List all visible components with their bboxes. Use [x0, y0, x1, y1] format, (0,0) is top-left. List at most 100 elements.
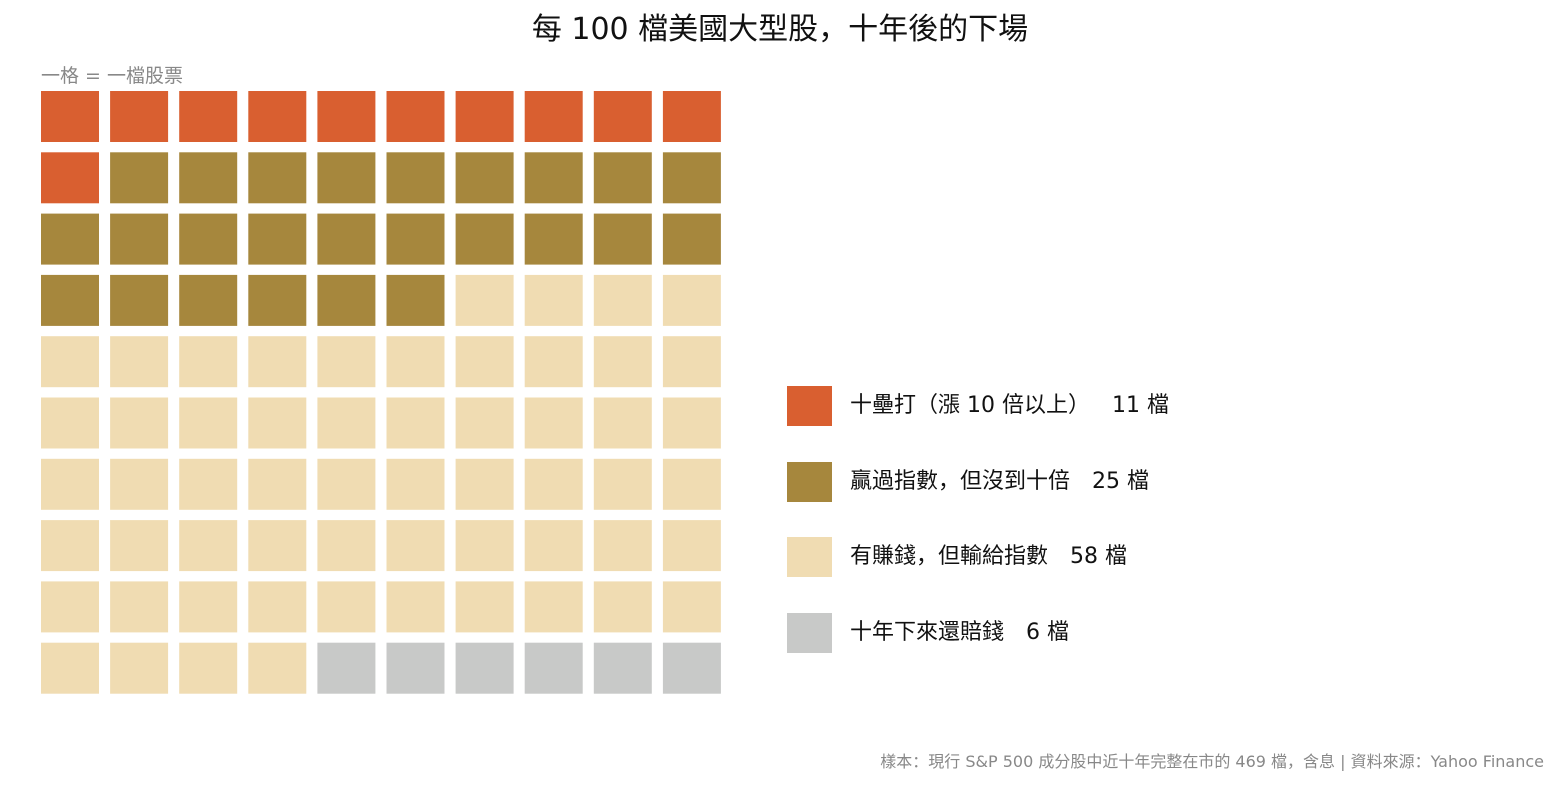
waffle-cell — [179, 397, 238, 449]
waffle-cell — [386, 642, 445, 694]
legend-label-text: 十年下來還賠錢 — [850, 620, 1005, 645]
legend-swatch — [787, 537, 832, 577]
waffle-cell — [386, 91, 445, 142]
waffle-cell — [662, 152, 721, 204]
waffle-cell — [662, 274, 721, 326]
legend-label: 有賺錢，但輸給指數 58 檔 — [850, 536, 1127, 578]
waffle-cell — [41, 336, 99, 388]
waffle-cell — [179, 213, 238, 265]
waffle-cell — [41, 213, 99, 265]
waffle-cell — [317, 581, 376, 633]
legend-item-tenbagger: 十壘打（漲 10 倍以上） 11 檔 — [787, 385, 1487, 427]
footnote: 樣本：現行 S&P 500 成分股中近十年完整在市的 469 檔，含息 | 資料… — [880, 752, 1544, 771]
waffle-cell — [593, 520, 652, 572]
waffle-cell — [593, 274, 652, 326]
waffle-cell — [110, 152, 169, 204]
waffle-cell — [662, 91, 721, 142]
waffle-cell — [593, 581, 652, 633]
legend-item-lag-index: 有賺錢，但輸給指數 58 檔 — [787, 536, 1487, 578]
legend-swatch — [787, 613, 832, 653]
waffle-cell — [455, 458, 514, 510]
waffle-cell — [248, 336, 307, 388]
legend-swatch — [787, 386, 832, 426]
waffle-cell — [41, 91, 99, 142]
waffle-cell — [455, 152, 514, 204]
waffle-cell — [386, 213, 445, 265]
waffle-cell — [593, 152, 652, 204]
waffle-cell — [455, 642, 514, 694]
waffle-cell — [593, 458, 652, 510]
waffle-cell — [41, 581, 99, 633]
waffle-cell — [386, 274, 445, 326]
waffle-cell — [179, 458, 238, 510]
legend-label-text: 贏過指數，但沒到十倍 — [850, 469, 1071, 494]
waffle-cell — [455, 213, 514, 265]
legend-label: 贏過指數，但沒到十倍 25 檔 — [850, 461, 1149, 503]
waffle-cell — [317, 642, 376, 694]
waffle-cell — [248, 520, 307, 572]
waffle-cell — [41, 152, 99, 204]
waffle-cell — [455, 581, 514, 633]
waffle-cell — [455, 397, 514, 449]
waffle-cell — [593, 91, 652, 142]
waffle-cell — [248, 213, 307, 265]
waffle-cell — [662, 397, 721, 449]
waffle-cell — [317, 213, 376, 265]
waffle-cell — [41, 642, 99, 694]
waffle-cell — [524, 336, 583, 388]
waffle-cell — [41, 397, 99, 449]
legend-count: 25 檔 — [1092, 469, 1150, 494]
waffle-cell — [248, 642, 307, 694]
waffle-cell — [110, 213, 169, 265]
waffle-cell — [110, 336, 169, 388]
waffle-cell — [248, 152, 307, 204]
waffle-cell — [248, 458, 307, 510]
waffle-cell — [593, 213, 652, 265]
waffle-cell — [662, 336, 721, 388]
waffle-cell — [110, 642, 169, 694]
waffle-cell — [317, 458, 376, 510]
waffle-cell — [524, 520, 583, 572]
waffle-cell — [455, 91, 514, 142]
waffle-cell — [386, 336, 445, 388]
waffle-cell — [524, 91, 583, 142]
waffle-cell — [179, 581, 238, 633]
waffle-cell — [593, 642, 652, 694]
unit-note: 一格 = 一檔股票 — [41, 65, 183, 87]
waffle-cell — [248, 91, 307, 142]
waffle-cell — [317, 91, 376, 142]
waffle-cell — [110, 91, 169, 142]
legend-label: 十年下來還賠錢 6 檔 — [850, 612, 1069, 654]
waffle-cell — [110, 581, 169, 633]
waffle-cell — [593, 336, 652, 388]
waffle-cell — [110, 397, 169, 449]
waffle-cell — [662, 520, 721, 572]
waffle-cell — [248, 397, 307, 449]
waffle-cell — [524, 642, 583, 694]
waffle-cell — [179, 91, 238, 142]
waffle-cell — [524, 274, 583, 326]
chart-title: 每 100 檔美國大型股，十年後的下場 — [531, 12, 1029, 47]
waffle-cell — [662, 458, 721, 510]
waffle-cell — [386, 152, 445, 204]
waffle-cell — [248, 581, 307, 633]
waffle-cell — [386, 458, 445, 510]
waffle-cell — [662, 581, 721, 633]
waffle-cell — [593, 397, 652, 449]
legend-count: 58 檔 — [1070, 544, 1128, 569]
waffle-cell — [317, 152, 376, 204]
waffle-cell — [662, 213, 721, 265]
legend-count: 11 檔 — [1111, 393, 1169, 418]
waffle-cell — [110, 458, 169, 510]
waffle-cell — [386, 397, 445, 449]
legend-label: 十壘打（漲 10 倍以上） 11 檔 — [850, 385, 1169, 427]
waffle-cell — [179, 336, 238, 388]
waffle-cell — [524, 458, 583, 510]
waffle-cell — [41, 458, 99, 510]
waffle-cell — [179, 642, 238, 694]
waffle-cell — [455, 520, 514, 572]
waffle-cell — [455, 336, 514, 388]
waffle-cell — [179, 520, 238, 572]
waffle-cell — [317, 520, 376, 572]
waffle-cell — [41, 274, 99, 326]
